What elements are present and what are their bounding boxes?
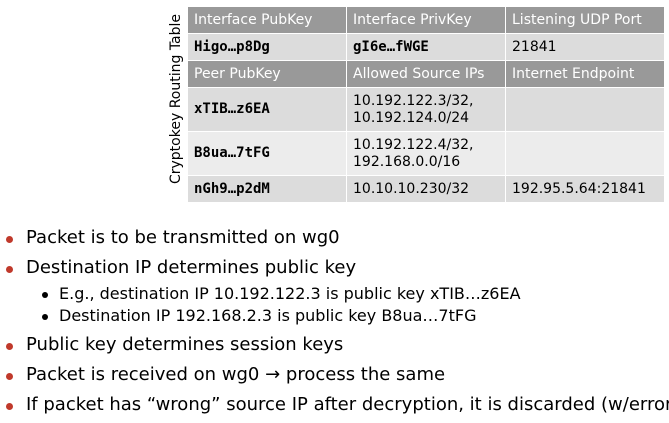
table-row: B8ua…7tFG 10.192.122.4/32, 192.168.0.0/1…: [187, 131, 665, 176]
endpoint-cell: 192.95.5.64:21841: [505, 175, 665, 203]
peer-pubkey-cell: B8ua…7tFG: [187, 131, 347, 176]
table-row: nGh9…p2dM 10.10.10.230/32 192.95.5.64:21…: [187, 175, 665, 203]
interface-row: Higo…p8Dg gI6e…fWGE 21841: [187, 33, 665, 61]
header-peer-pubkey: Peer PubKey: [187, 60, 347, 88]
endpoint-cell: [505, 131, 665, 176]
bullet-item: If packet has “wrong” source IP after de…: [0, 393, 669, 417]
bullet-item: Public key determines session keys: [0, 333, 669, 357]
sub-bullet-list: E.g., destination IP 10.192.122.3 is pub…: [26, 283, 669, 327]
listening-port-cell: 21841: [505, 33, 665, 61]
cryptokey-routing-table: Interface PubKey Interface PrivKey Liste…: [187, 6, 665, 203]
header-interface-pubkey: Interface PubKey: [187, 6, 347, 34]
allowed-ip: 10.192.122.4/32,: [353, 136, 474, 153]
sub-bullet-item: E.g., destination IP 10.192.122.3 is pub…: [26, 283, 669, 305]
header-allowed-ips: Allowed Source IPs: [346, 60, 506, 88]
table-row: xTIB…z6EA 10.192.122.3/32, 10.192.124.0/…: [187, 87, 665, 132]
side-label-text: Cryptokey Routing Table: [168, 13, 184, 185]
bullet-item: Packet is received on wg0 → process the …: [0, 363, 669, 387]
sub-bullet-item: Destination IP 192.168.2.3 is public key…: [26, 305, 669, 327]
header-listening-port: Listening UDP Port: [505, 6, 665, 34]
table-side-label: Cryptokey Routing Table: [165, 6, 187, 192]
allowed-ip: 10.192.124.0/24: [353, 109, 470, 126]
allowed-ip: 192.168.0.0/16: [353, 153, 461, 170]
endpoint-cell: [505, 87, 665, 132]
peer-pubkey-cell: xTIB…z6EA: [187, 87, 347, 132]
allowed-ips-cell: 10.192.122.3/32, 10.192.124.0/24: [346, 87, 506, 132]
allowed-ips-cell: 10.10.10.230/32: [346, 175, 506, 203]
bullet-text: Destination IP determines public key: [26, 257, 357, 278]
allowed-ips-cell: 10.192.122.4/32, 192.168.0.0/16: [346, 131, 506, 176]
header-internet-endpoint: Internet Endpoint: [505, 60, 665, 88]
header-interface-privkey: Interface PrivKey: [346, 6, 506, 34]
allowed-ip: 10.192.122.3/32,: [353, 92, 474, 109]
peer-pubkey-cell: nGh9…p2dM: [187, 175, 347, 203]
bullet-item: Destination IP determines public key E.g…: [0, 256, 669, 327]
interface-pubkey-cell: Higo…p8Dg: [187, 33, 347, 61]
bullet-list: Packet is to be transmitted on wg0 Desti…: [0, 226, 669, 423]
peer-header-row: Peer PubKey Allowed Source IPs Internet …: [187, 60, 665, 88]
bullet-item: Packet is to be transmitted on wg0: [0, 226, 669, 250]
interface-header-row: Interface PubKey Interface PrivKey Liste…: [187, 6, 665, 34]
allowed-ip: 10.10.10.230/32: [353, 180, 470, 197]
interface-privkey-cell: gI6e…fWGE: [346, 33, 506, 61]
